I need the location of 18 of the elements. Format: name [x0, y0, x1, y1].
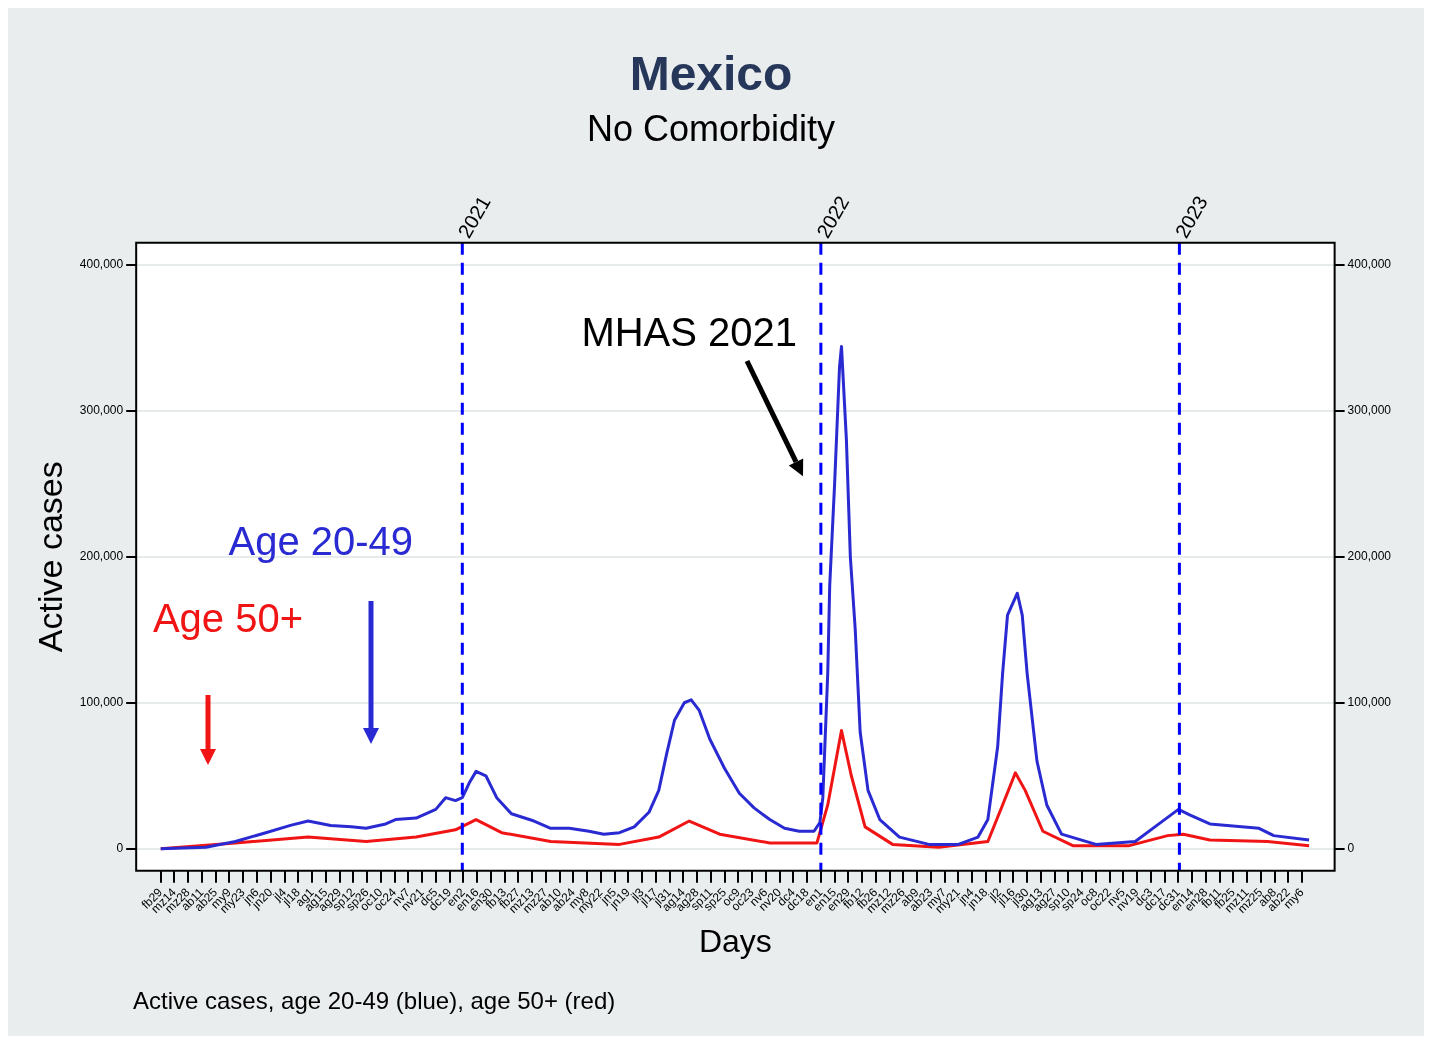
text: Age 50+: [152, 596, 304, 641]
y2-tick-label: 400,000: [1347, 257, 1392, 272]
y2-tick-label: 100,000: [1347, 695, 1392, 710]
y-tick-label: 200,000: [79, 549, 124, 564]
y-tick-label: 100,000: [79, 695, 124, 710]
x-axis-title: Days: [698, 922, 772, 959]
y-tick-label: 300,000: [79, 403, 124, 418]
y2-tick-label: 0: [1347, 841, 1355, 856]
chart-subtitle: No Comorbidity: [586, 108, 836, 150]
y-tick-label: 0: [116, 841, 124, 856]
chart-title: Mexico: [629, 47, 793, 101]
text: Active cases, age 20-49 (blue), age 50+ (red): [133, 986, 616, 1014]
y2-tick-label: 300,000: [1347, 403, 1392, 418]
y-axis-title: Active cases: [30, 461, 69, 653]
annotation: MHAS 2021: [581, 309, 798, 354]
y-tick-label: 400,000: [79, 257, 124, 272]
text: Age 20-49: [228, 518, 414, 563]
y2-tick-label: 200,000: [1347, 549, 1392, 564]
